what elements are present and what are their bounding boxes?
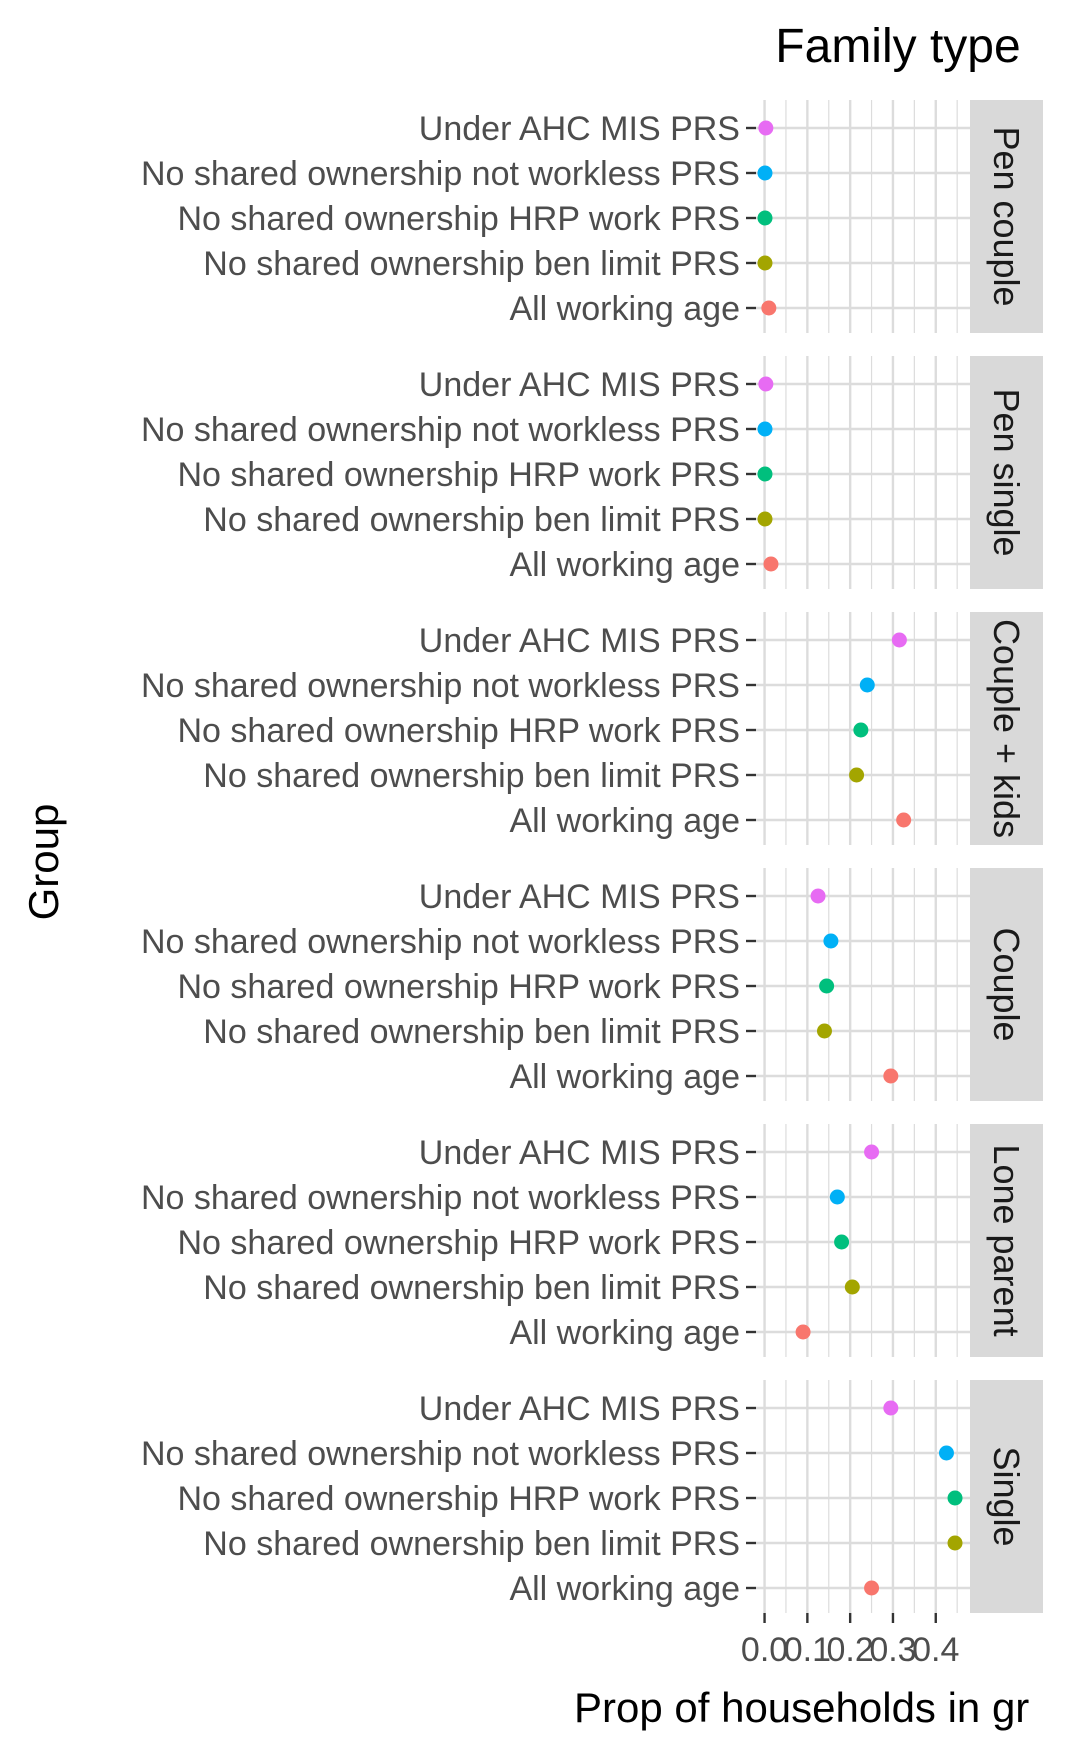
y-tick-label: All working age xyxy=(509,1314,740,1352)
data-point xyxy=(947,1535,963,1551)
y-tick-label: All working age xyxy=(509,546,740,584)
facet-strip xyxy=(970,612,1043,845)
y-tick-label: No shared ownership HRP work PRS xyxy=(178,712,741,750)
facet-strip xyxy=(970,868,1043,1101)
data-point xyxy=(823,933,839,949)
data-point xyxy=(938,1445,954,1461)
x-tick-label: 0.4 xyxy=(912,1631,959,1669)
x-tick-label: 0.3 xyxy=(869,1631,916,1669)
data-point xyxy=(834,1234,850,1250)
data-point xyxy=(947,1490,963,1506)
facet-panel: Under AHC MIS PRS No shared ownership not… xyxy=(141,1380,1043,1613)
y-tick-label: No shared ownership ben limit PRS xyxy=(203,757,740,795)
y-tick-label: No shared ownership ben limit PRS xyxy=(203,1013,740,1051)
y-axis-title: Group xyxy=(20,804,67,921)
y-tick-label: No shared ownership not workless PRS xyxy=(141,155,740,193)
data-point xyxy=(864,1144,880,1160)
data-point xyxy=(757,210,773,226)
y-tick-label: No shared ownership not workless PRS xyxy=(141,1435,740,1473)
panel-background xyxy=(756,868,970,1101)
facet-strip xyxy=(970,100,1043,333)
data-point xyxy=(763,556,779,572)
facet-panel: Under AHC MIS PRS No shared ownership not… xyxy=(141,356,1043,589)
data-point xyxy=(819,978,835,994)
data-point xyxy=(883,1400,899,1416)
y-tick-label: No shared ownership ben limit PRS xyxy=(203,245,740,283)
y-tick-label: No shared ownership HRP work PRS xyxy=(178,456,741,494)
data-point xyxy=(757,421,773,437)
panel-background xyxy=(756,356,970,589)
facet-strip-label: Couple xyxy=(986,927,1027,1041)
data-point xyxy=(829,1189,845,1205)
panel-background xyxy=(756,100,970,333)
chart-title: Family type xyxy=(775,20,1020,73)
facet-panel: Under AHC MIS PRS No shared ownership not… xyxy=(141,868,1043,1101)
y-tick-label: Under AHC MIS PRS xyxy=(419,622,740,660)
data-point xyxy=(883,1068,899,1084)
y-tick-label: No shared ownership HRP work PRS xyxy=(178,200,741,238)
facet-strip-label: Lone parent xyxy=(986,1144,1027,1336)
facet-panels: Under AHC MIS PRS No shared ownership not… xyxy=(141,100,1043,1613)
facet-strip-label: Pen single xyxy=(986,388,1027,556)
y-tick-label: Under AHC MIS PRS xyxy=(419,878,740,916)
y-tick-label: Under AHC MIS PRS xyxy=(419,1134,740,1172)
data-point xyxy=(761,300,777,316)
data-point xyxy=(844,1279,860,1295)
y-tick-label: No shared ownership HRP work PRS xyxy=(178,1224,741,1262)
y-tick-label: Under AHC MIS PRS xyxy=(419,366,740,404)
data-point xyxy=(859,677,875,693)
y-tick-label: No shared ownership not workless PRS xyxy=(141,1179,740,1217)
y-tick-label: All working age xyxy=(509,1058,740,1096)
y-tick-label: No shared ownership not workless PRS xyxy=(141,667,740,705)
facet-strip xyxy=(970,356,1043,589)
data-point xyxy=(757,255,773,271)
data-point xyxy=(810,888,826,904)
panel-background xyxy=(756,1124,970,1357)
y-tick-label: No shared ownership ben limit PRS xyxy=(203,1269,740,1307)
y-tick-label: All working age xyxy=(509,290,740,328)
panel-background xyxy=(756,1380,970,1613)
y-tick-label: No shared ownership not workless PRS xyxy=(141,411,740,449)
x-axis: 0.00.10.20.30.4 xyxy=(741,1613,959,1669)
facet-panel: Under AHC MIS PRS No shared ownership not… xyxy=(141,612,1043,845)
data-point xyxy=(758,376,774,392)
data-point xyxy=(816,1023,832,1039)
y-tick-label: No shared ownership HRP work PRS xyxy=(178,968,741,1006)
y-tick-label: Under AHC MIS PRS xyxy=(419,1390,740,1428)
facet-panel: Under AHC MIS PRS No shared ownership not… xyxy=(141,1124,1043,1357)
x-tick-label: 0.1 xyxy=(784,1631,831,1669)
data-point xyxy=(853,722,869,738)
facet-strip xyxy=(970,1124,1043,1357)
y-tick-label: All working age xyxy=(509,802,740,840)
y-tick-label: Under AHC MIS PRS xyxy=(419,110,740,148)
data-point xyxy=(758,120,774,136)
y-tick-label: No shared ownership ben limit PRS xyxy=(203,1525,740,1563)
data-point xyxy=(891,632,907,648)
data-point xyxy=(864,1580,880,1596)
y-tick-label: No shared ownership ben limit PRS xyxy=(203,501,740,539)
facet-panel: Under AHC MIS PRS No shared ownership not… xyxy=(141,100,1043,333)
data-point xyxy=(896,812,912,828)
data-point xyxy=(849,767,865,783)
y-tick-label: No shared ownership HRP work PRS xyxy=(178,1480,741,1518)
data-point xyxy=(757,165,773,181)
facet-strip-label: Single xyxy=(986,1446,1027,1546)
x-axis-title: Prop of households in gr xyxy=(574,1684,1029,1731)
data-point xyxy=(795,1324,811,1340)
facet-strip-label: Pen couple xyxy=(986,126,1027,306)
x-tick-label: 0.0 xyxy=(741,1631,788,1669)
x-tick-label: 0.2 xyxy=(827,1631,874,1669)
y-tick-label: All working age xyxy=(509,1570,740,1608)
facet-strip xyxy=(970,1380,1043,1613)
facet-strip-label: Couple + kids xyxy=(986,619,1027,838)
data-point xyxy=(757,511,773,527)
data-point xyxy=(757,466,773,482)
y-tick-label: No shared ownership not workless PRS xyxy=(141,923,740,961)
